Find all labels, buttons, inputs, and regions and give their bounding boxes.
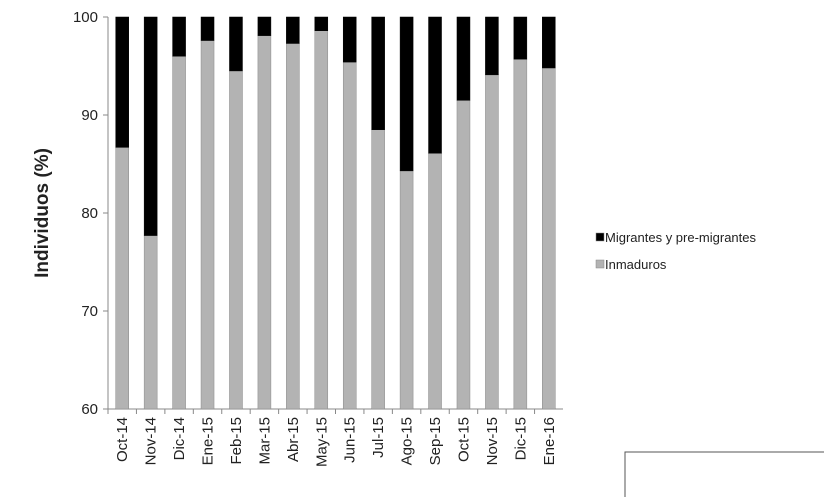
bar-segment — [485, 16, 499, 76]
bar-segment — [200, 16, 215, 41]
bar-segment — [172, 55, 186, 410]
x-tick-label: Jul-15 — [370, 417, 387, 458]
x-tick-label: Abr-15 — [285, 417, 302, 462]
x-tick-label: Jun-15 — [342, 417, 359, 463]
bar-segment — [314, 30, 329, 410]
bar-segment — [286, 43, 300, 410]
y-tick-label: 100 — [73, 9, 98, 26]
bar-segment — [456, 100, 471, 410]
bar-segment — [399, 16, 414, 172]
bar-segment — [342, 16, 357, 63]
x-tick-label: Oct-15 — [455, 417, 472, 462]
x-tick-label: Nov-14 — [143, 417, 160, 465]
legend-label: Inmaduros — [605, 257, 667, 272]
bar-segment — [200, 40, 215, 410]
bar-segment — [257, 16, 272, 36]
legend-swatch — [595, 259, 605, 269]
bar-segment — [143, 16, 158, 236]
y-tick-label: 80 — [81, 205, 98, 222]
bar-segment — [229, 70, 243, 410]
bar-segment — [143, 235, 158, 410]
bar-segment — [485, 74, 499, 410]
x-tick-label: Dic-14 — [171, 417, 188, 460]
bar-segment — [115, 16, 129, 148]
y-tick-label: 60 — [81, 401, 98, 418]
bar-segment — [172, 16, 186, 57]
bar-segment — [286, 16, 300, 44]
x-tick-label: Ago-15 — [399, 417, 416, 465]
bar-segment — [428, 152, 442, 410]
x-tick-label: May-15 — [313, 417, 330, 467]
bar-segment — [371, 16, 385, 130]
bar-segment — [456, 16, 471, 101]
x-tick-label: Mar-15 — [256, 417, 273, 465]
bar-segment — [314, 16, 329, 31]
bar-segment — [542, 16, 556, 69]
bar-segment — [257, 35, 272, 410]
legend-swatch — [595, 232, 605, 242]
bar-segment — [428, 16, 442, 154]
bar-segment — [371, 129, 385, 410]
legend-label: Migrantes y pre-migrantes — [605, 230, 756, 245]
bar-segment — [542, 67, 556, 410]
x-tick-label: Ene-15 — [200, 417, 217, 465]
x-tick-label: Feb-15 — [228, 417, 245, 465]
x-tick-label: Nov-15 — [484, 417, 501, 465]
bar-segment — [229, 16, 243, 72]
bar-segment — [342, 61, 357, 410]
y-tick-label: 70 — [81, 303, 98, 320]
bar-segment — [399, 170, 414, 410]
y-tick-label: 90 — [81, 107, 98, 124]
y-axis-label: Individuos (%) — [32, 148, 53, 278]
empty-box — [624, 451, 824, 502]
bar-segment — [513, 58, 528, 410]
bar-segment — [513, 16, 528, 60]
bar-segment — [115, 147, 129, 410]
x-tick-label: Sep-15 — [427, 417, 444, 465]
x-tick-label: Oct-14 — [114, 417, 131, 462]
x-tick-label: Dic-15 — [512, 417, 529, 460]
x-tick-label: Ene-16 — [541, 417, 558, 465]
